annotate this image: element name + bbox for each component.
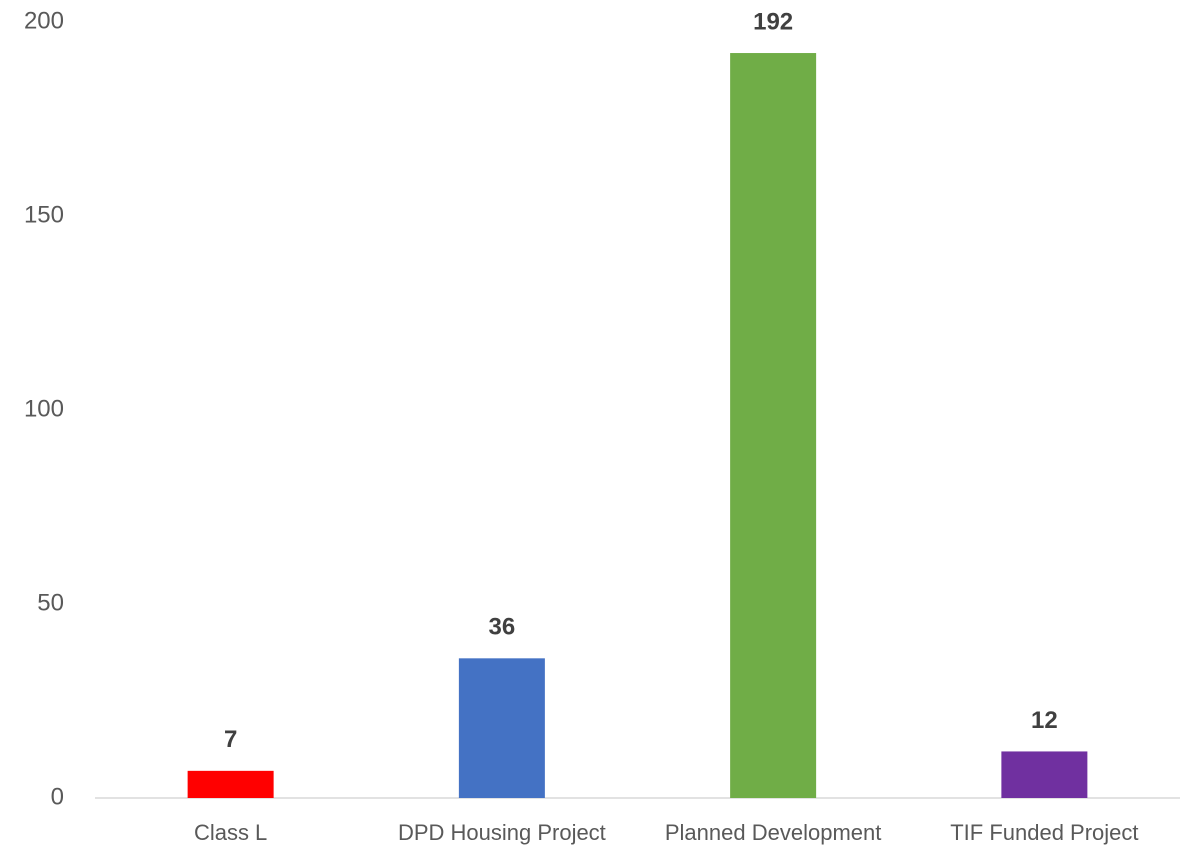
- data-label: 12: [1031, 707, 1058, 734]
- bar: [730, 53, 817, 799]
- data-label: 7: [224, 726, 237, 753]
- x-tick-label: TIF Funded Project: [950, 820, 1138, 845]
- x-tick-label: DPD Housing Project: [398, 820, 606, 845]
- y-tick-label: 150: [24, 201, 64, 228]
- y-tick-label: 200: [24, 7, 64, 34]
- data-label: 36: [489, 614, 516, 641]
- y-tick-label: 100: [24, 395, 64, 422]
- x-tick-label: Class L: [194, 820, 267, 845]
- bar: [1001, 751, 1088, 798]
- bar: [187, 770, 274, 798]
- data-label: 192: [753, 8, 793, 35]
- y-tick-label: 50: [37, 589, 64, 616]
- x-tick-label: Planned Development: [665, 820, 881, 845]
- y-tick-label: 0: [51, 783, 64, 810]
- bar: [458, 658, 545, 798]
